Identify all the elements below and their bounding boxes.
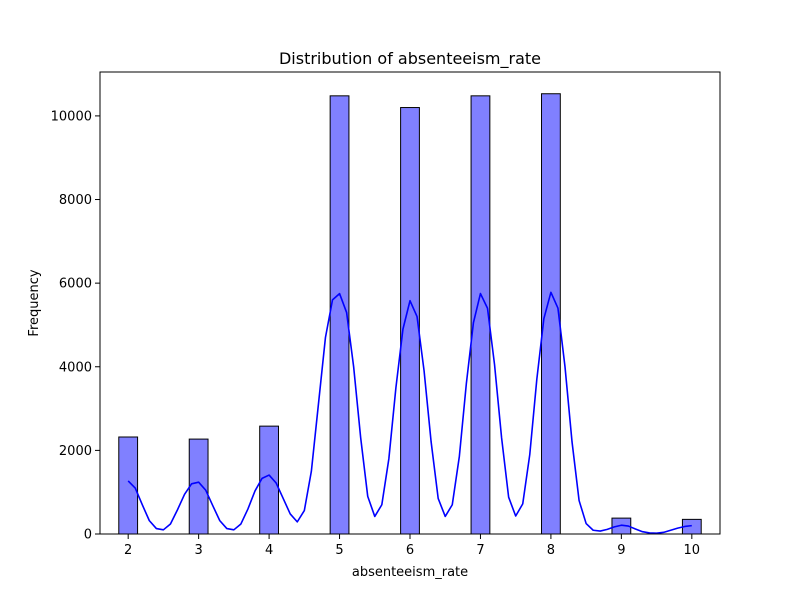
x-tick-label: 6	[406, 543, 414, 558]
kde-line	[127, 291, 692, 534]
x-tick-label: 7	[476, 543, 484, 558]
y-axis-label: Frequency	[27, 269, 42, 336]
histogram-bar	[118, 436, 139, 535]
x-axis-label: absenteeism_rate	[352, 565, 468, 580]
y-tick-label: 0	[84, 528, 92, 543]
x-tick-label: 9	[617, 543, 625, 558]
histogram-bar	[259, 425, 279, 535]
x-tick-label: 8	[547, 543, 555, 558]
y-tick-label: 10000	[51, 109, 92, 124]
x-tick-label: 3	[194, 543, 202, 558]
chart-title: Distribution of absenteeism_rate	[279, 49, 541, 69]
x-tick-label: 10	[684, 543, 701, 558]
plot-area: 2 3 4 5 6 7 8 9 10 0 2000 4000 6000 8000 10000	[51, 71, 721, 558]
histogram-bar	[400, 107, 420, 535]
histogram-bar	[188, 438, 209, 535]
y-tick-label: 8000	[59, 193, 92, 208]
y-tick-label: 2000	[59, 444, 92, 459]
x-tick-label: 5	[335, 543, 343, 558]
histogram-bar	[470, 95, 491, 535]
x-tick-label: 4	[265, 543, 273, 558]
y-tick-label: 4000	[59, 360, 92, 375]
y-tick-label: 6000	[59, 277, 92, 292]
x-tick-label: 2	[124, 543, 132, 558]
